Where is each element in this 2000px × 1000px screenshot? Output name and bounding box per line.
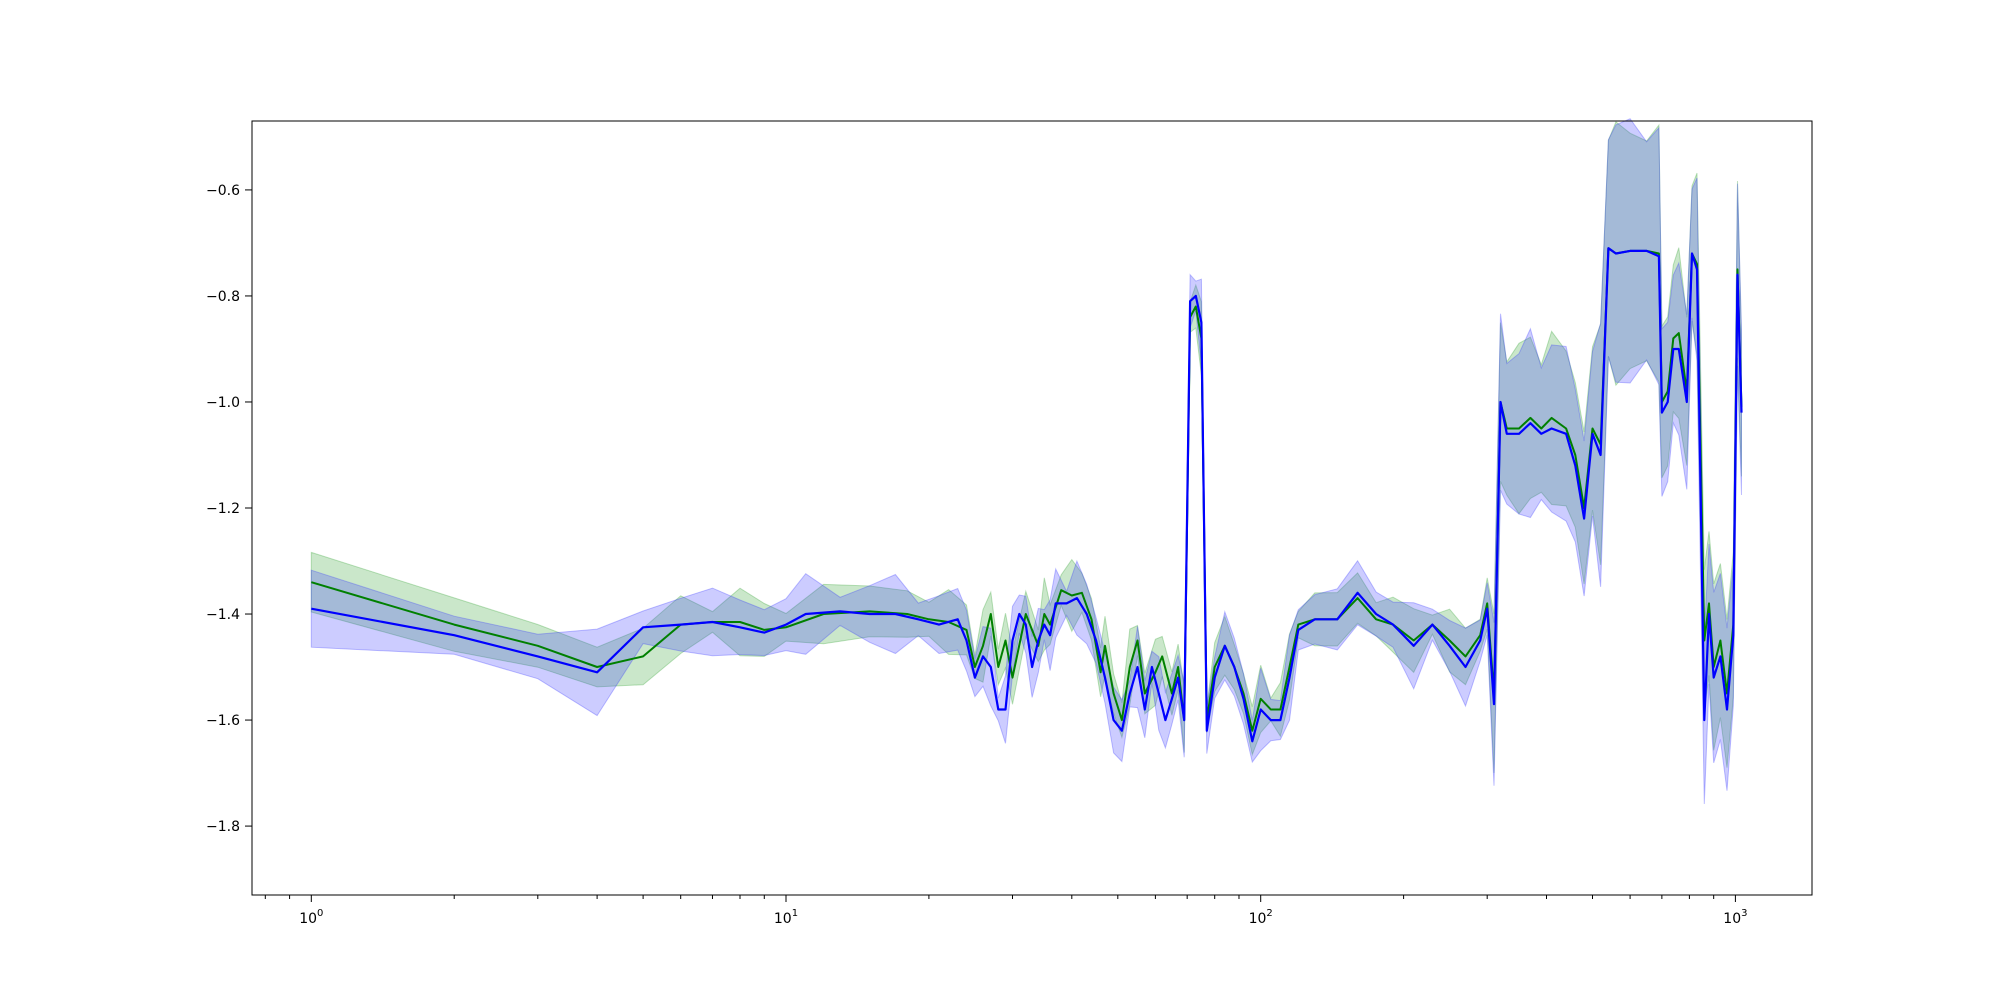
x-axis: 100 101 102 103: [264, 895, 1748, 927]
x-tick-label-exponent: 3: [1741, 908, 1747, 919]
confidence-bands: [310, 118, 1742, 805]
x-tick-label-base: 10: [299, 911, 317, 927]
x-tick-label: 102: [1249, 908, 1273, 927]
x-tick-label-base: 10: [774, 911, 792, 927]
x-tick-label-exponent: 0: [317, 908, 323, 919]
x-tick-label-base: 10: [1249, 911, 1267, 927]
x-tick-label: 103: [1723, 908, 1747, 927]
y-tick-label: −0.6: [206, 183, 240, 199]
series-2-line: [311, 247, 1743, 743]
x-tick-label-exponent: 2: [1266, 908, 1272, 919]
x-tick-label-base: 10: [1723, 911, 1741, 927]
x-tick-label: 100: [299, 908, 323, 927]
y-axis: −1.8 −1.6 −1.4 −1.2 −1.0 −0.8 −0.6: [206, 183, 252, 835]
series-lines: [311, 247, 1743, 743]
y-tick-label: −0.8: [206, 289, 240, 305]
y-tick-label: −1.8: [206, 819, 240, 835]
y-tick-label: −1.2: [206, 501, 240, 517]
y-tick-label: −1.4: [206, 607, 240, 623]
x-tick-label: 101: [774, 908, 798, 927]
series-1-band: [310, 121, 1742, 774]
y-tick-label: −1.0: [206, 395, 240, 411]
y-tick-label: −1.6: [206, 713, 240, 729]
x-tick-label-exponent: 1: [792, 908, 798, 919]
series-2-band: [310, 118, 1742, 805]
